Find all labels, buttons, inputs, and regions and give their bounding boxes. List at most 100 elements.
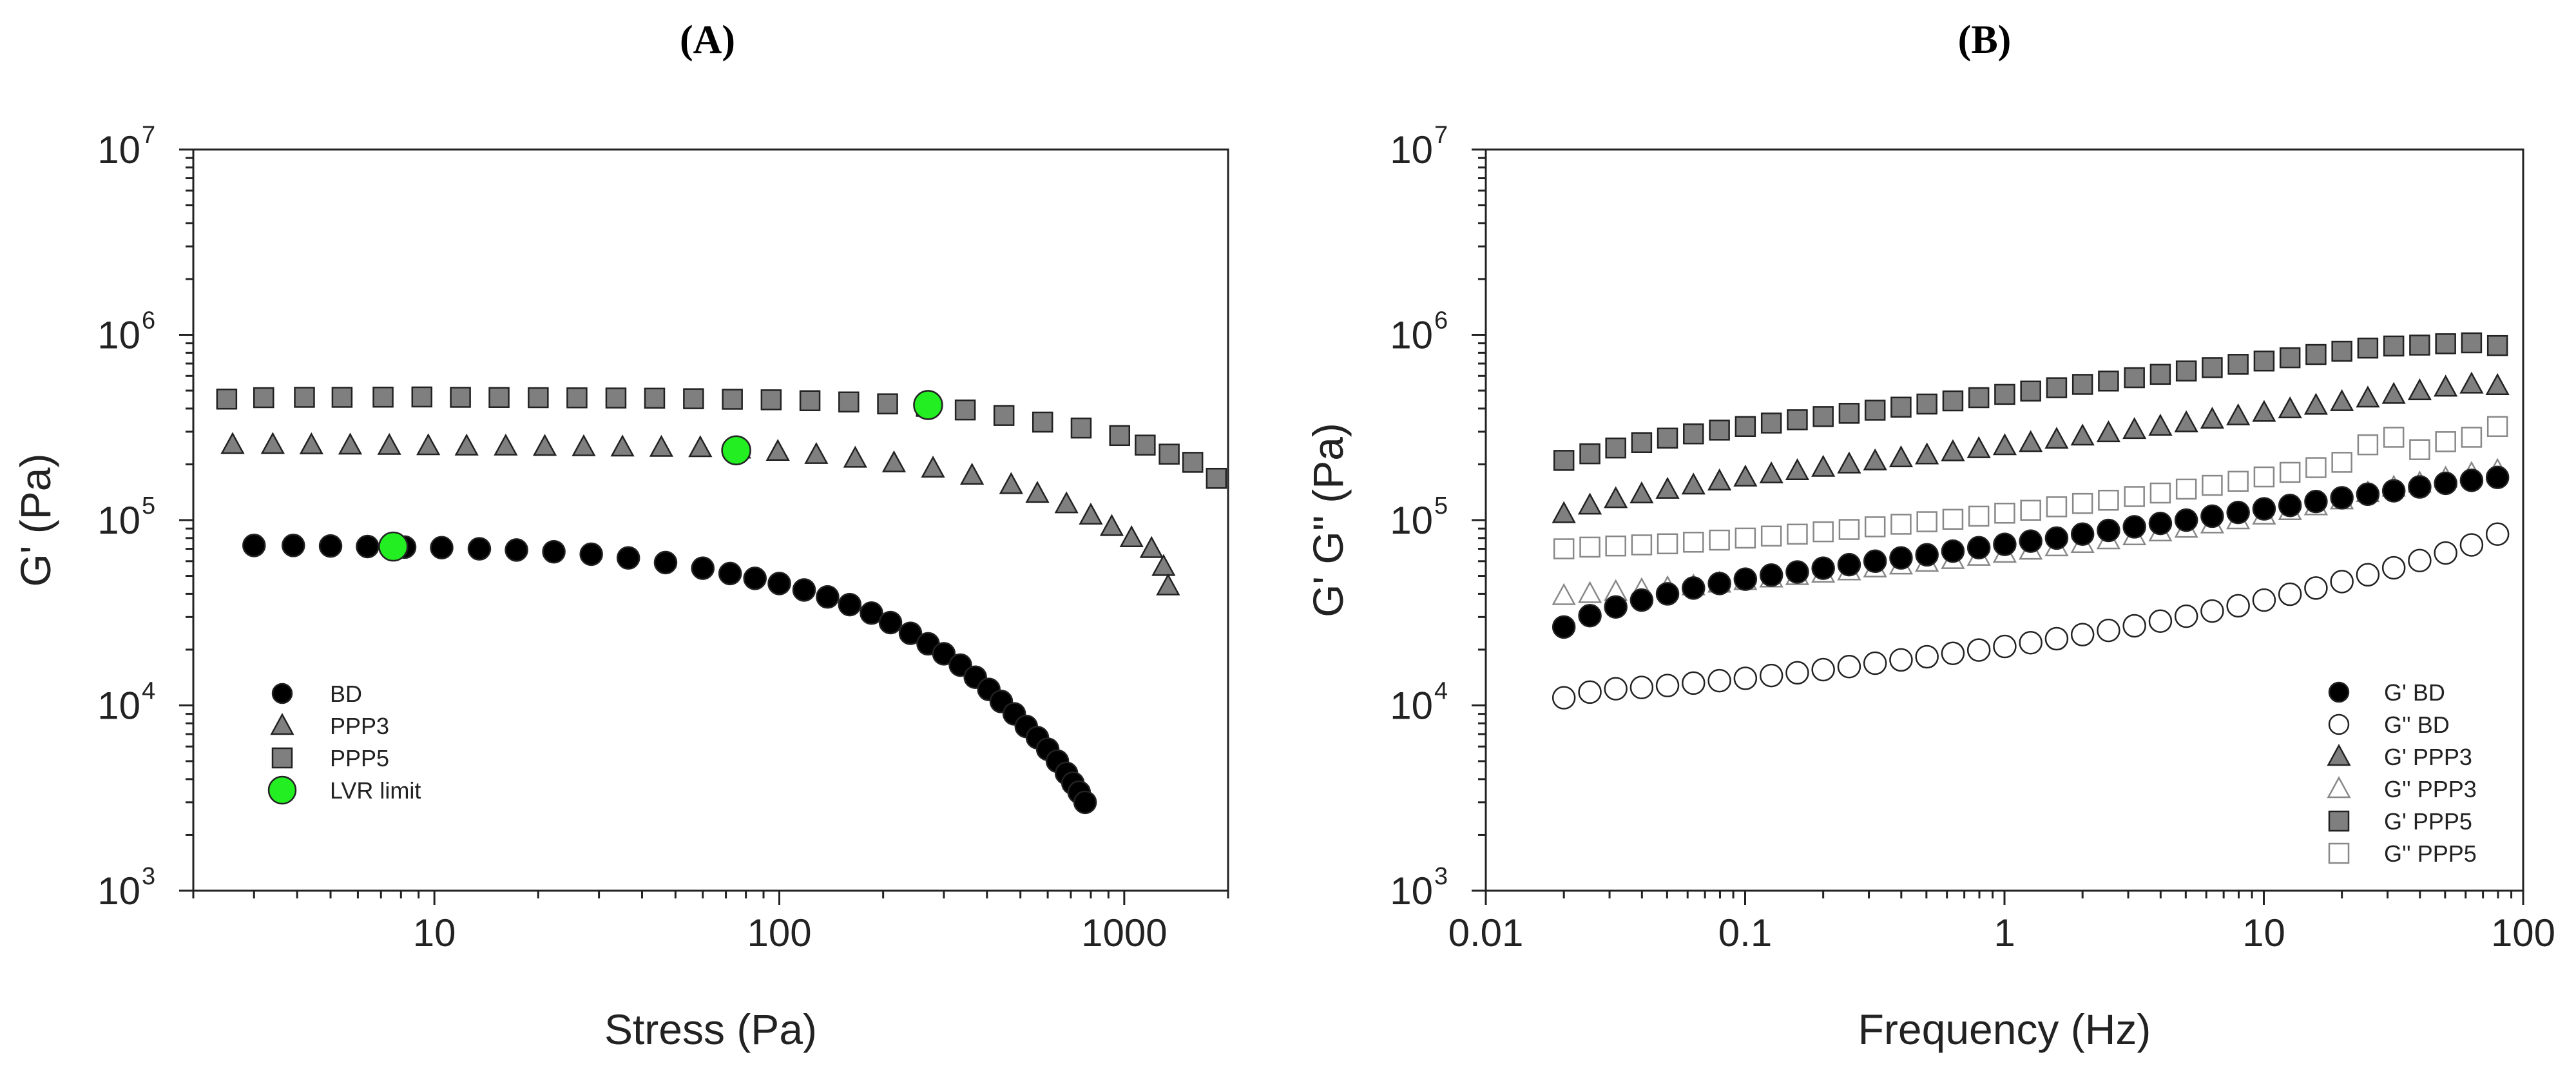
legend-a: BD PPP3 PPP5 LVR limit [267, 681, 421, 805]
data-point-ppp3 [299, 432, 323, 454]
series-group-b [1552, 332, 2510, 710]
data-point-g-prime-ppp3 [2252, 400, 2276, 422]
x-axis-ticks-b: 0.01 0.1 1 10 100 [1448, 891, 2555, 955]
data-point-ppp5 [993, 405, 1015, 426]
data-point-g-prime-bd [2097, 518, 2120, 543]
data-point-g-dbl-bd [2226, 594, 2250, 618]
legend-label-g-dbl-bd: G'' BD [2384, 712, 2450, 738]
data-point-g-prime-ppp5 [1553, 450, 1575, 471]
legend-label-g-prime-bd: G' BD [2384, 679, 2445, 706]
data-point-g-dbl-ppp5 [1838, 519, 1860, 540]
data-point-g-dbl-ppp5 [1916, 511, 1937, 532]
data-point-g-prime-ppp5 [2435, 333, 2456, 354]
legend-marker-g-prime-ppp3 [2327, 744, 2351, 766]
data-point-g-prime-ppp5 [1709, 420, 1730, 441]
data-point-g-dbl-ppp5 [1657, 533, 1678, 555]
data-point-g-prime-bd [2304, 489, 2328, 514]
series-bd-a [242, 534, 1097, 815]
data-point-g-prime-bd [2408, 475, 2432, 499]
data-point-g-prime-ppp3 [2200, 407, 2225, 429]
data-point-bd [616, 546, 640, 570]
data-point-g-dbl-ppp5 [1994, 502, 2015, 524]
data-point-g-prime-ppp3 [1863, 448, 1887, 470]
series-ppp5-a [216, 386, 1227, 489]
data-point-g-prime-ppp5 [2253, 350, 2275, 372]
data-point-g-prime-ppp3 [1759, 461, 1783, 483]
data-point-g-dbl-bd [2200, 599, 2224, 623]
data-point-g-dbl-ppp5 [2383, 427, 2405, 448]
data-point-ppp5 [722, 389, 743, 410]
data-point-g-dbl-bd [1811, 657, 1835, 682]
data-point-g-prime-ppp5 [1683, 423, 1704, 445]
data-point-bd [430, 536, 454, 560]
data-point-g-dbl-bd [1552, 686, 1576, 710]
data-point-g-prime-ppp3 [2459, 371, 2484, 394]
data-point-g-prime-ppp3 [1655, 476, 1680, 499]
data-point-g-dbl-ppp5 [1631, 534, 1653, 556]
series-lvr-limit-a [378, 390, 943, 562]
data-point-g-prime-ppp5 [2227, 354, 2249, 375]
data-point-g-prime-ppp3 [1681, 472, 1706, 495]
data-point-g-prime-ppp3 [1992, 433, 2017, 456]
data-point-g-prime-ppp5 [1968, 387, 1990, 409]
data-point-g-prime-bd [1941, 539, 1965, 563]
y-tick-label-a: 10 [97, 869, 140, 913]
data-point-g-dbl-ppp5 [1579, 536, 1600, 558]
data-point-g-prime-ppp3 [1889, 445, 1914, 468]
data-point-bd [898, 621, 923, 645]
data-point-g-prime-ppp5 [1735, 416, 1756, 438]
data-point-g-dbl-ppp5 [1709, 529, 1730, 551]
data-point-g-prime-ppp5 [1631, 432, 1653, 453]
data-point-g-dbl-bd [2356, 563, 2380, 587]
data-point-g-dbl-ppp5 [1605, 535, 1626, 557]
data-point-g-prime-bd [1707, 572, 1731, 596]
x-tick-label-b: 100 [2491, 911, 2555, 955]
data-point-g-prime-bd [2226, 500, 2250, 525]
data-point-g-prime-bd [1604, 595, 1628, 619]
data-point-g-prime-bd [1578, 604, 1602, 628]
legend-marker-g-dbl-bd [2328, 713, 2350, 735]
data-point-g-dbl-bd [2381, 556, 2406, 580]
data-point-g-prime-bd [2278, 493, 2302, 518]
data-point-g-prime-ppp5 [1579, 443, 1600, 465]
data-point-g-dbl-ppp5 [2046, 496, 2068, 518]
series-g-prime-ppp3-b [1552, 371, 2510, 523]
legend-label-g-dbl-ppp3: G'' PPP3 [2384, 776, 2477, 802]
y-tick-exponent-b: 7 [1434, 122, 1448, 149]
data-point-g-dbl-bd [2278, 582, 2302, 606]
data-point-g-prime-bd [1837, 552, 1861, 577]
data-point-g-prime-bd [1629, 588, 1654, 612]
data-point-g-dbl-ppp5 [2175, 478, 2197, 500]
data-point-ppp3 [1139, 536, 1164, 558]
data-point-g-dbl-ppp5 [2020, 499, 2041, 521]
legend-marker-ppp5 [271, 747, 293, 769]
data-point-g-dbl-bd [1733, 666, 1758, 690]
data-point-g-prime-ppp3 [1941, 439, 1965, 461]
x-tick-label-a: 100 [747, 911, 811, 955]
legend-label-g-dbl-ppp5: G'' PPP5 [2384, 840, 2477, 867]
data-point-bd [653, 550, 678, 575]
x-axis-ticks-a: 10 100 1000 [192, 891, 1229, 955]
data-point-g-prime-ppp5 [2202, 357, 2223, 378]
data-point-g-dbl-bd [2148, 609, 2173, 633]
data-point-g-dbl-bd [1578, 680, 1602, 704]
data-point-g-dbl-ppp3 [1552, 583, 1576, 605]
data-point-g-dbl-ppp5 [2227, 470, 2249, 492]
data-point-bd [743, 567, 767, 590]
data-point-g-dbl-ppp5 [2071, 492, 2093, 514]
x-tick-label-a: 10 [413, 911, 456, 955]
data-point-g-prime-bd [2381, 479, 2406, 503]
data-point-g-prime-bd [1552, 615, 1576, 639]
data-point-bd [318, 534, 343, 558]
data-point-ppp3 [494, 433, 518, 456]
data-point-ppp5 [1135, 434, 1156, 456]
data-point-ppp5 [1158, 443, 1180, 465]
data-point-g-prime-bd [2434, 471, 2457, 496]
data-point-g-prime-ppp3 [2019, 430, 2043, 452]
legend-b: G' BD G'' BD G' PPP3 G'' PPP3 G' PPP5 G'' PPP… [2327, 679, 2477, 867]
y-tick-exponent-b: 5 [1434, 492, 1448, 519]
y-tick-exponent-b: 6 [1434, 307, 1448, 334]
data-point-g-prime-ppp5 [1605, 437, 1626, 459]
